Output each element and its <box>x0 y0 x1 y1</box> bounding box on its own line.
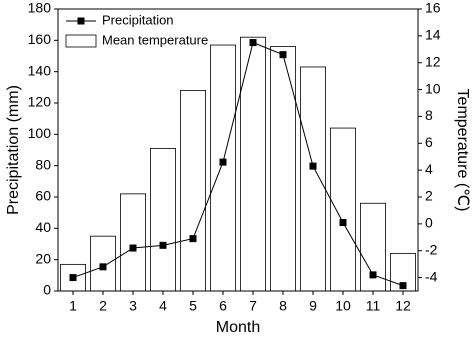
marker <box>279 51 287 59</box>
y2-tick-label: 14 <box>425 27 441 43</box>
bar <box>179 90 206 292</box>
x-tick-label: 7 <box>249 298 257 314</box>
y-axis-label: Precipitation (mm) <box>5 85 22 215</box>
bar <box>120 193 147 292</box>
y2-tick-label: -4 <box>425 268 438 284</box>
x-tick-label: 2 <box>99 298 107 314</box>
marker <box>159 241 167 249</box>
y2-tick-label: 2 <box>425 188 433 204</box>
y-tick-label: 180 <box>28 0 52 16</box>
y2-tick-label: 12 <box>425 53 441 69</box>
x-tick-label: 5 <box>189 298 197 314</box>
y2-tick-label: 0 <box>425 215 433 231</box>
line <box>72 41 404 287</box>
y-tick-label: 160 <box>28 31 52 47</box>
marker <box>129 244 137 252</box>
x-tick-label: 4 <box>159 298 167 314</box>
legend-label: Precipitation <box>102 12 174 27</box>
marker <box>219 158 227 166</box>
legend-label: Mean temperature <box>102 32 208 47</box>
bar <box>149 148 176 292</box>
x-tick-label: 1 <box>69 298 77 314</box>
y-tick-label: 40 <box>35 219 51 235</box>
x-axis-label: Month <box>216 319 260 336</box>
y-tick-label: 20 <box>35 250 51 266</box>
x-tick-label: 12 <box>395 298 411 314</box>
y-tick-label: 0 <box>43 282 51 298</box>
y-tick-label: 120 <box>28 94 52 110</box>
bar <box>209 44 236 292</box>
bar <box>239 36 266 292</box>
y2-tick-label: 8 <box>425 107 433 123</box>
y-tick-label: 140 <box>28 62 52 78</box>
y-tick-label: 80 <box>35 156 51 172</box>
marker <box>399 282 407 290</box>
marker <box>369 271 377 279</box>
y-tick-label: 100 <box>28 125 52 141</box>
x-tick-label: 9 <box>309 298 317 314</box>
y2-tick-label: 4 <box>425 161 433 177</box>
x-tick-label: 8 <box>279 298 287 314</box>
x-tick-label: 6 <box>219 298 227 314</box>
y2-tick-label: 16 <box>425 0 441 16</box>
marker <box>339 219 347 227</box>
bar <box>299 66 326 292</box>
marker <box>99 263 107 271</box>
marker <box>249 39 257 47</box>
bar <box>269 46 296 292</box>
y2-tick-label: -2 <box>425 241 438 257</box>
y2-tick-label: 6 <box>425 134 433 150</box>
y2-tick-label: 10 <box>425 80 441 96</box>
legend-swatch <box>65 34 97 48</box>
legend-marker <box>77 17 85 25</box>
plot-frame <box>57 8 419 292</box>
marker <box>189 235 197 243</box>
bar <box>359 202 386 292</box>
x-tick-label: 11 <box>366 298 381 314</box>
x-tick-label: 3 <box>129 298 137 314</box>
bar <box>329 127 356 292</box>
x-tick-label: 10 <box>335 298 351 314</box>
y2-axis-label: Temperature (℃) <box>454 89 471 212</box>
marker <box>309 162 317 170</box>
y-tick-label: 60 <box>35 188 51 204</box>
marker <box>69 274 77 282</box>
